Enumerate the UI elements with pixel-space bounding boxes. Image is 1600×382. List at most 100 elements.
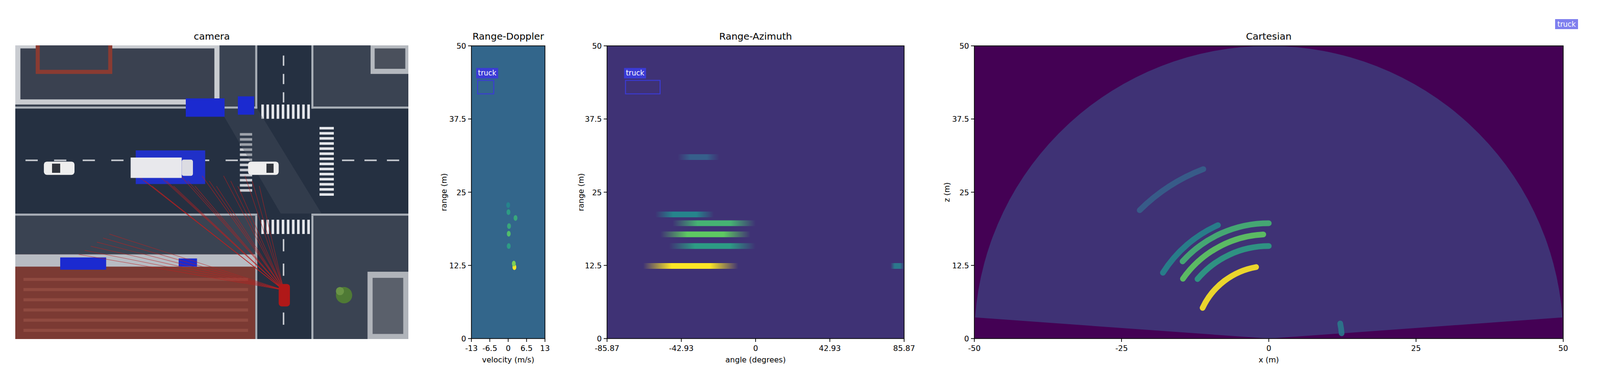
x-tick-label: 50: [1558, 343, 1568, 353]
x-tick: [470, 338, 472, 342]
building-stripe: [23, 288, 248, 291]
car: [247, 161, 279, 175]
radar-ray: [223, 175, 284, 290]
y-tick-label: 25: [456, 188, 467, 198]
y-tick-label: 25: [959, 188, 970, 198]
curb: [255, 215, 257, 340]
radar-ray: [144, 181, 284, 290]
return: [655, 211, 715, 218]
x-tick: [973, 338, 975, 342]
annotation-box: [477, 80, 494, 94]
lane-dash: [282, 312, 285, 325]
radar-ray: [194, 186, 284, 291]
x-tick-label: 25: [1411, 343, 1421, 353]
annotation-label: truck: [478, 68, 497, 78]
radar-ray: [138, 175, 285, 290]
curb: [15, 213, 258, 216]
y-tick: [970, 45, 975, 47]
x-axis-label: velocity (m/s): [481, 355, 534, 365]
x-tick: [544, 338, 546, 342]
legend-label: truck: [1557, 20, 1577, 29]
plot-area: [607, 45, 905, 339]
y-tick: [603, 338, 608, 340]
crosswalk: [319, 127, 334, 130]
crosswalk: [239, 183, 253, 187]
crosswalk: [281, 219, 285, 235]
building: [15, 45, 220, 105]
radar-ray: [202, 175, 284, 290]
radar-car: [278, 284, 291, 307]
x-tick-label: -50: [968, 343, 981, 353]
return: [1340, 323, 1342, 334]
truck-cab: [181, 159, 193, 176]
x-tick: [507, 338, 509, 342]
return: [1139, 169, 1204, 211]
annotation-label-bg: [624, 67, 647, 79]
building-roof: [372, 277, 404, 334]
y-tick-label: 25: [592, 188, 602, 198]
crosswalk: [319, 162, 334, 166]
frame: [974, 45, 1564, 339]
y-tick: [603, 265, 608, 267]
radar-ray: [103, 238, 284, 291]
curb: [311, 45, 314, 109]
x-tick-label: -25: [1115, 343, 1128, 353]
building-stripe: [23, 308, 248, 312]
x-tick-label: -13: [465, 343, 478, 353]
x-tick: [829, 338, 831, 342]
building-stripe: [23, 329, 248, 332]
crosswalk: [287, 104, 290, 119]
crosswalk: [302, 104, 305, 119]
building-roof: [39, 45, 108, 70]
lane-dash: [53, 159, 67, 161]
car-window: [52, 163, 61, 173]
building-roof: [35, 45, 113, 75]
x-axis-label: x (m): [1258, 355, 1280, 365]
return: [506, 231, 511, 237]
x-tick: [489, 338, 491, 342]
lane-dash: [225, 159, 238, 161]
return: [1162, 225, 1218, 274]
crosswalk: [302, 219, 305, 235]
crosswalk: [319, 157, 334, 160]
return: [677, 154, 720, 160]
crosswalk: [297, 219, 300, 235]
x-tick-label: 0: [1266, 343, 1271, 353]
x-tick-label: 6.5: [520, 343, 533, 353]
x-tick: [1415, 338, 1417, 342]
frame: [607, 45, 905, 339]
radar-ray: [166, 181, 284, 290]
return: [507, 223, 512, 230]
return: [1202, 266, 1257, 308]
lane-dash: [282, 55, 285, 66]
y-tick: [468, 338, 472, 340]
y-axis-label: range (m): [439, 173, 449, 212]
crosswalk: [319, 172, 334, 176]
crosswalk: [319, 193, 334, 196]
radar-ray: [245, 175, 284, 290]
crosswalk: [319, 137, 334, 140]
x-tick-label: -42.93: [669, 343, 694, 353]
y-tick-label: 50: [592, 41, 602, 51]
crosswalk: [307, 104, 310, 119]
x-tick-label: -6.5: [482, 343, 498, 353]
y-tick: [970, 338, 975, 340]
ground: [15, 45, 409, 340]
building-stripe: [23, 277, 248, 281]
tree: [335, 287, 344, 296]
crosswalk: [307, 219, 310, 235]
return: [506, 202, 511, 208]
crosswalk: [297, 104, 300, 119]
y-tick-label: 12.5: [584, 261, 602, 271]
object-box: [60, 257, 107, 270]
crosswalk: [266, 104, 269, 119]
x-tick-label: 13: [540, 343, 550, 353]
building-stripe: [23, 318, 248, 322]
lane-dash: [82, 159, 96, 161]
object-box: [237, 96, 255, 115]
y-tick: [970, 265, 975, 267]
crosswalk: [276, 104, 279, 119]
background: [471, 45, 545, 339]
x-tick-label: 0: [753, 343, 758, 353]
x-tick: [681, 338, 683, 342]
